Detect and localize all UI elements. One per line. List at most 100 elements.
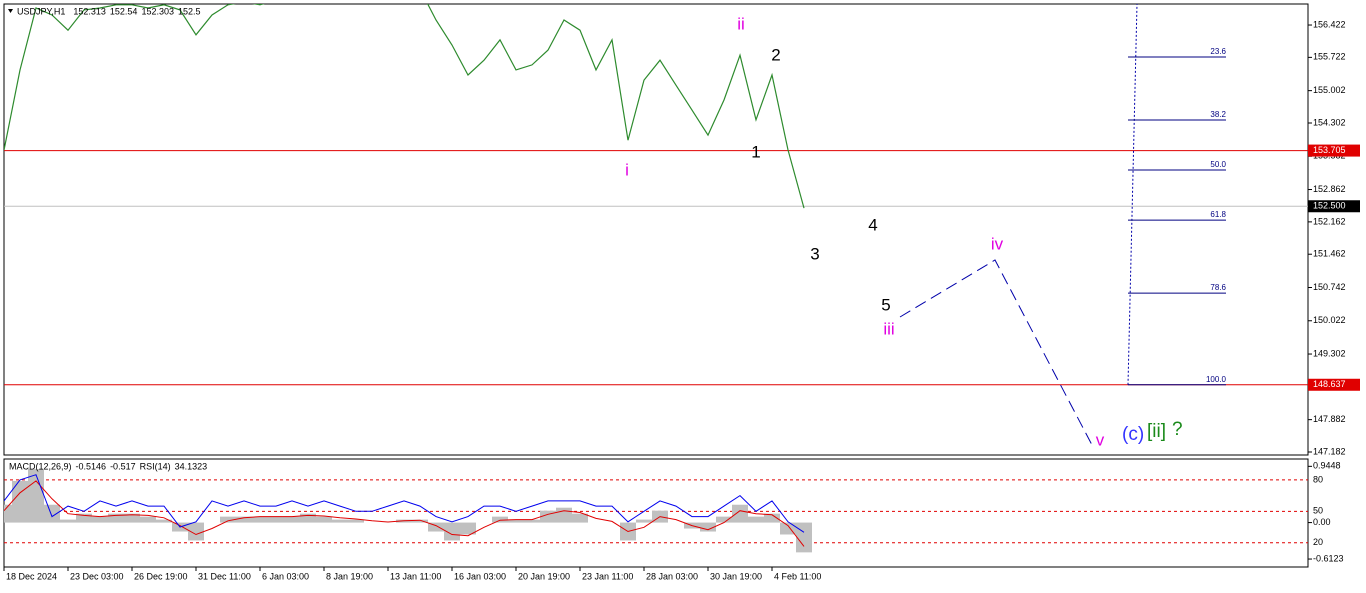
- rsi-tick-label: 80: [1313, 474, 1323, 484]
- x-tick-label: 30 Jan 19:00: [710, 571, 762, 581]
- macd-bar: [700, 522, 716, 532]
- fib-label: 78.6: [1210, 283, 1226, 292]
- x-tick-label: 31 Dec 11:00: [198, 571, 251, 581]
- macd-value: -0.5146: [76, 461, 107, 471]
- macd-bar: [76, 513, 92, 523]
- macd-bar: [140, 516, 156, 523]
- macd-bar: [764, 513, 780, 523]
- wave-label: 4: [868, 215, 877, 234]
- y-tick-label: 155.722: [1313, 52, 1346, 62]
- level-label-box: [1308, 378, 1360, 391]
- current-price-label: 152.500: [1313, 201, 1346, 211]
- fib-label: 50.0: [1210, 160, 1226, 169]
- rsi-line: [4, 474, 805, 533]
- indicator-title: MACD(12,26,9): [9, 461, 72, 471]
- x-tick-label: 8 Jan 19:00: [326, 571, 373, 581]
- wave-label: 2: [771, 45, 780, 64]
- fib-label: 38.2: [1210, 110, 1226, 119]
- macd-bar: [508, 519, 524, 523]
- y-tick-label: 152.162: [1313, 216, 1346, 226]
- macd-bar: [60, 519, 76, 523]
- fib-label: 23.6: [1210, 47, 1226, 56]
- price-line: [4, 4, 805, 209]
- y-tick-label: 156.422: [1313, 19, 1346, 29]
- current-price-box: [1308, 200, 1360, 213]
- x-tick-label: 28 Jan 03:00: [646, 571, 698, 581]
- macd-bar: [44, 504, 60, 523]
- macd-bar: [124, 513, 140, 523]
- signal-line: [4, 480, 805, 547]
- projection: [899, 259, 1093, 446]
- y-tick-label: -0.6123: [1313, 553, 1344, 563]
- y-tick-label: 0.9448: [1313, 461, 1341, 471]
- wave-label: (c): [1122, 424, 1144, 445]
- macd-bar: [572, 513, 588, 523]
- macd-bar: [300, 513, 316, 523]
- wave-label: 5: [881, 295, 890, 314]
- wave-label: ?: [1172, 419, 1183, 440]
- x-tick-label: 4 Feb 11:00: [774, 571, 821, 581]
- x-tick-label: 6 Jan 03:00: [262, 571, 309, 581]
- y-tick-label: 147.182: [1313, 446, 1346, 456]
- macd-bar: [540, 510, 556, 523]
- symbol-title: USDJPY,H1: [17, 6, 65, 16]
- macd-bar: [92, 516, 108, 523]
- wave-label: i: [625, 160, 629, 179]
- y-tick-label: 150.742: [1313, 282, 1346, 292]
- macd-bar: [460, 522, 476, 535]
- macd-value: -0.517: [110, 461, 136, 471]
- macd-bar: [492, 516, 508, 523]
- wave-label: v: [1096, 430, 1105, 449]
- level-label: 153.705: [1313, 145, 1346, 155]
- macd-bar: [732, 504, 748, 523]
- y-tick-label: 0.00: [1313, 517, 1331, 527]
- y-tick-label: 155.002: [1313, 85, 1346, 95]
- fib-vertical: [1127, 4, 1138, 385]
- macd-bar: [188, 522, 204, 541]
- rsi-tick-label: 20: [1313, 537, 1323, 547]
- menu-arrow: [8, 9, 13, 13]
- fib-label: 100.0: [1206, 375, 1227, 384]
- macd-bar: [636, 519, 652, 523]
- x-tick-label: 20 Jan 19:00: [518, 571, 570, 581]
- macd-bar: [444, 522, 460, 541]
- macd-bar: [108, 513, 124, 523]
- rsi-title: RSI(14): [140, 461, 171, 471]
- macd-bar: [284, 516, 300, 523]
- wave-label: 1: [751, 142, 760, 161]
- macd-bar: [716, 516, 732, 523]
- x-tick-label: 16 Jan 03:00: [454, 571, 506, 581]
- ohlc-value: 152.303: [141, 6, 174, 16]
- macd-bar: [28, 469, 44, 523]
- ohlc-value: 152.54: [110, 6, 138, 16]
- macd-bar: [524, 519, 540, 523]
- y-tick-label: 151.462: [1313, 249, 1346, 259]
- macd-bar: [796, 522, 812, 553]
- main-frame: [3, 3, 1309, 456]
- macd-bar: [220, 516, 236, 523]
- x-tick-label: 26 Dec 19:00: [134, 571, 188, 581]
- y-tick-label: 152.862: [1313, 184, 1346, 194]
- x-tick-label: 23 Dec 03:00: [70, 571, 124, 581]
- y-tick-label: 150.022: [1313, 315, 1346, 325]
- level-label-box: [1308, 144, 1360, 157]
- x-tick-label: 18 Dec 2024: [6, 571, 57, 581]
- x-tick-label: 13 Jan 11:00: [390, 571, 441, 581]
- ohlc-value: 152.5: [178, 6, 201, 16]
- indicator-area: [4, 469, 1308, 553]
- macd-bar: [332, 519, 348, 523]
- y-tick-label: 147.882: [1313, 414, 1346, 424]
- macd-bar: [12, 480, 28, 523]
- macd-bar: [236, 516, 252, 523]
- rsi-value: 34.1323: [175, 461, 208, 471]
- wave-label: iii: [883, 319, 894, 338]
- macd-bar: [4, 504, 12, 523]
- macd-bar: [268, 516, 284, 523]
- macd-bar: [428, 522, 444, 532]
- wave-label: [ii]: [1147, 421, 1166, 442]
- plot-area: 23.6 38.2 50.0 61.8 78.6 100.0: [4, 4, 1308, 446]
- macd-bar: [348, 519, 364, 523]
- macd-bar: [156, 519, 172, 523]
